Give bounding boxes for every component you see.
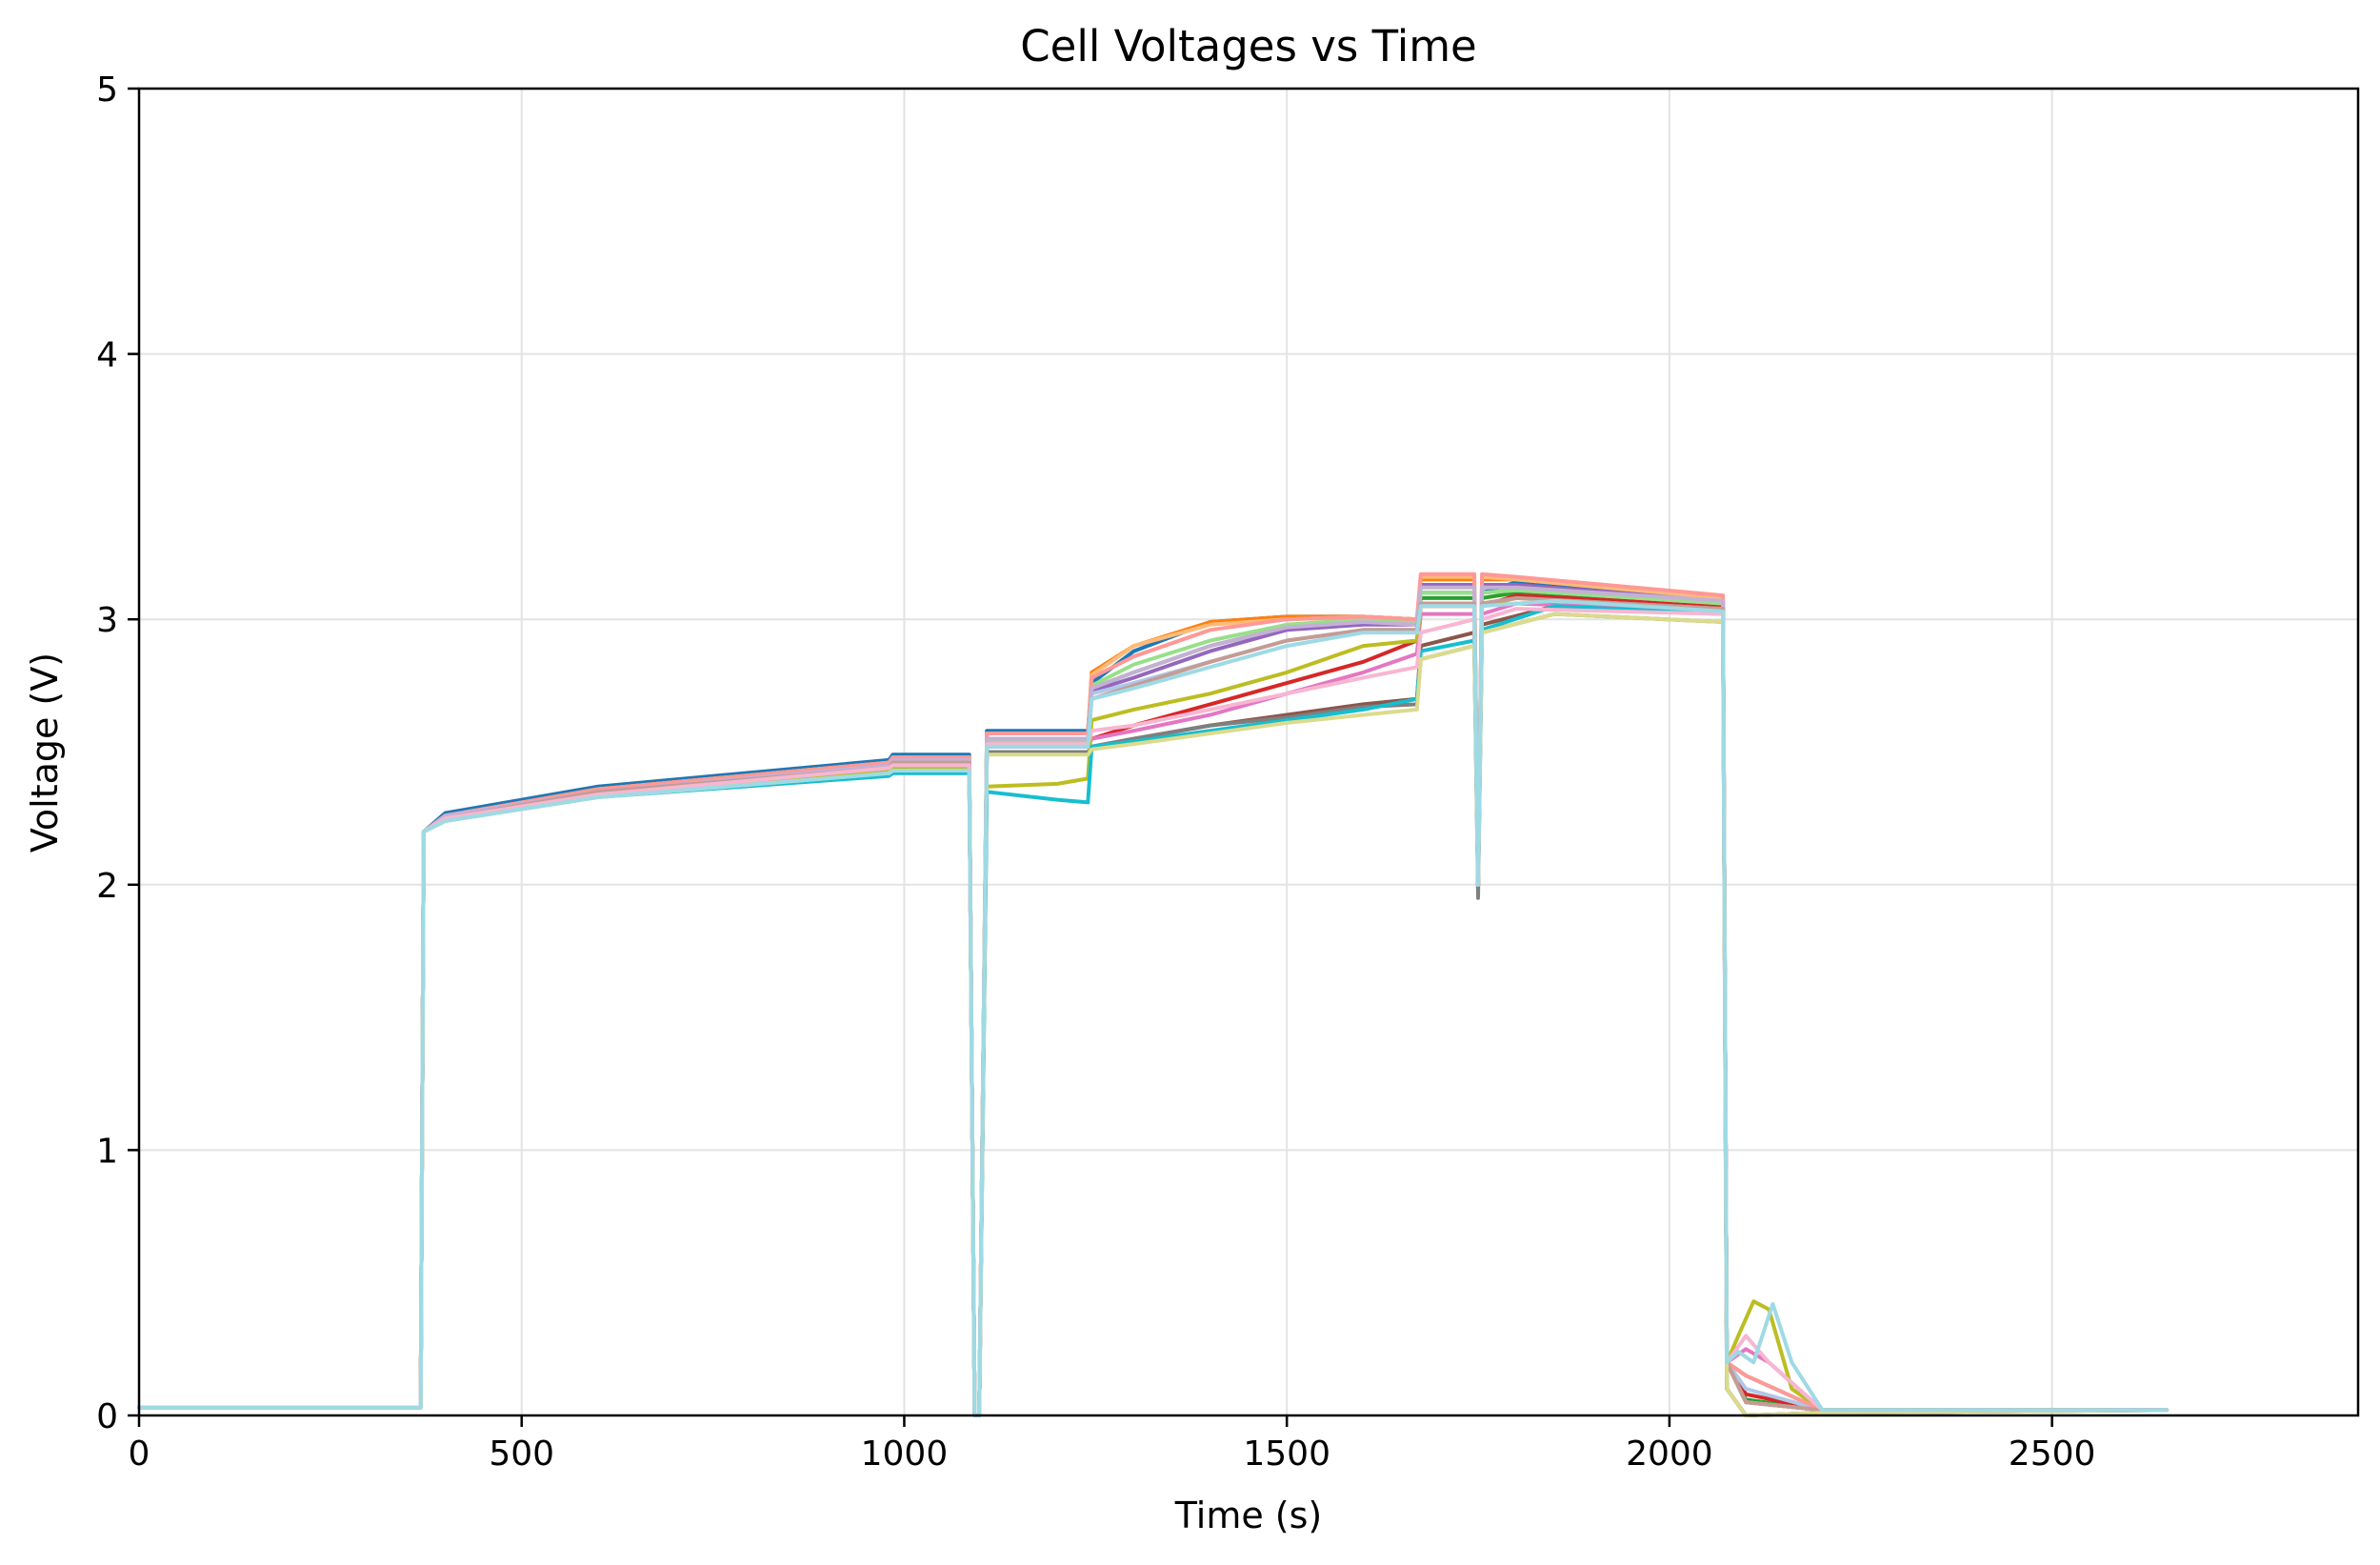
- x-tick-label: 1500: [1243, 1435, 1330, 1474]
- chart-title: Cell Voltages vs Time: [1020, 21, 1476, 71]
- x-axis-label: Time (s): [1174, 1495, 1323, 1536]
- x-tick-label: 2000: [1626, 1435, 1713, 1474]
- ticks: 0 500 1000 1500 2000 2500 0 1 2 3 4 5: [96, 70, 2095, 1474]
- plot-frame: [137, 87, 2360, 1417]
- series-line-9: [137, 595, 2170, 1417]
- y-axis-label: Voltage (V): [24, 652, 66, 853]
- x-tick-label: 500: [489, 1435, 554, 1474]
- y-tick-label: 5: [96, 70, 118, 110]
- series-lines: [137, 572, 2170, 1417]
- y-tick-label: 1: [96, 1132, 118, 1171]
- y-tick-label: 2: [96, 867, 118, 906]
- series-line-19: [137, 598, 2170, 1417]
- x-tick-label: 0: [129, 1435, 150, 1474]
- x-tick-label: 1000: [861, 1435, 949, 1474]
- y-tick-label: 3: [96, 601, 118, 640]
- series-line-14: [137, 572, 2170, 1417]
- x-tick-label: 2500: [2009, 1435, 2096, 1474]
- y-tick-label: 4: [96, 336, 118, 375]
- y-tick-label: 0: [96, 1397, 118, 1436]
